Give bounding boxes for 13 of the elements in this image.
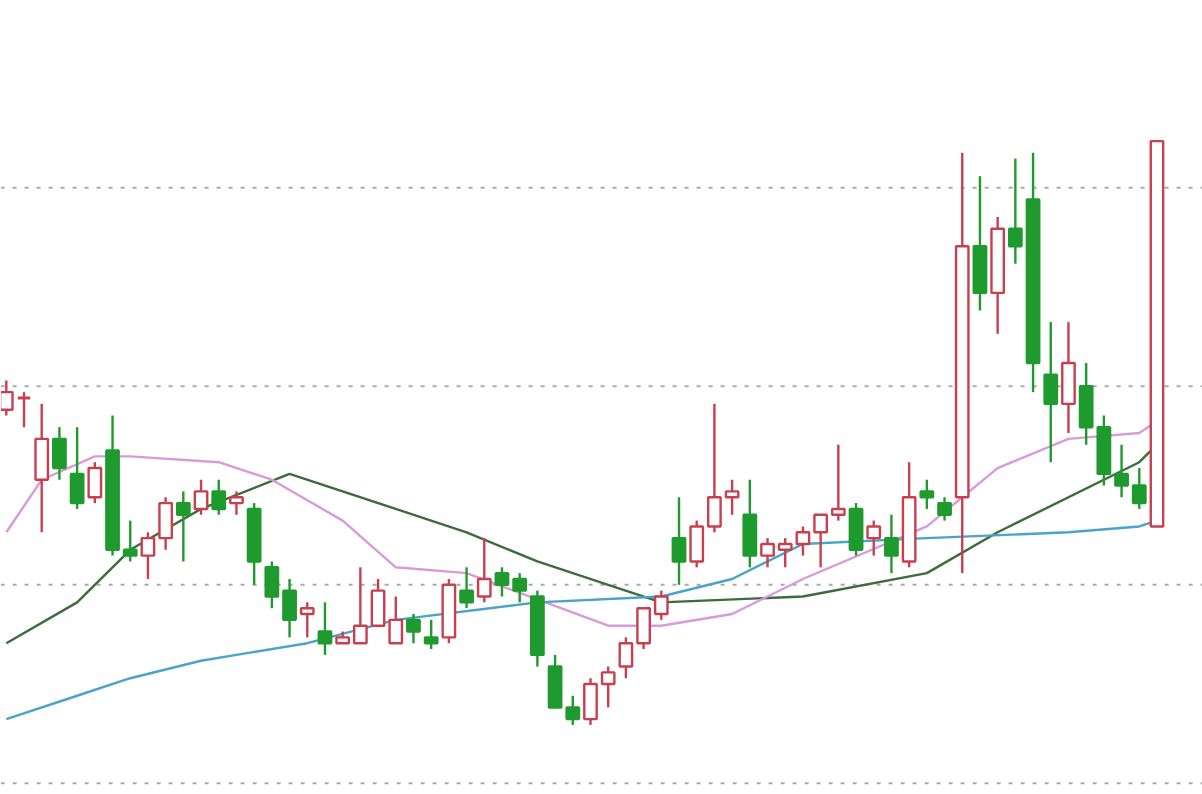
candlestick [1043, 320, 1059, 464]
candlestick [671, 496, 687, 587]
candlestick [175, 490, 191, 563]
candlestick [1061, 320, 1076, 435]
candlestick [884, 513, 899, 575]
candlestick [52, 425, 67, 481]
candlestick [229, 490, 244, 516]
candlestick [406, 612, 421, 645]
candlestick [1, 379, 14, 417]
candlestick [990, 215, 1006, 335]
candlestick [937, 496, 952, 522]
candlestick [34, 402, 50, 534]
candlestick [954, 151, 970, 575]
